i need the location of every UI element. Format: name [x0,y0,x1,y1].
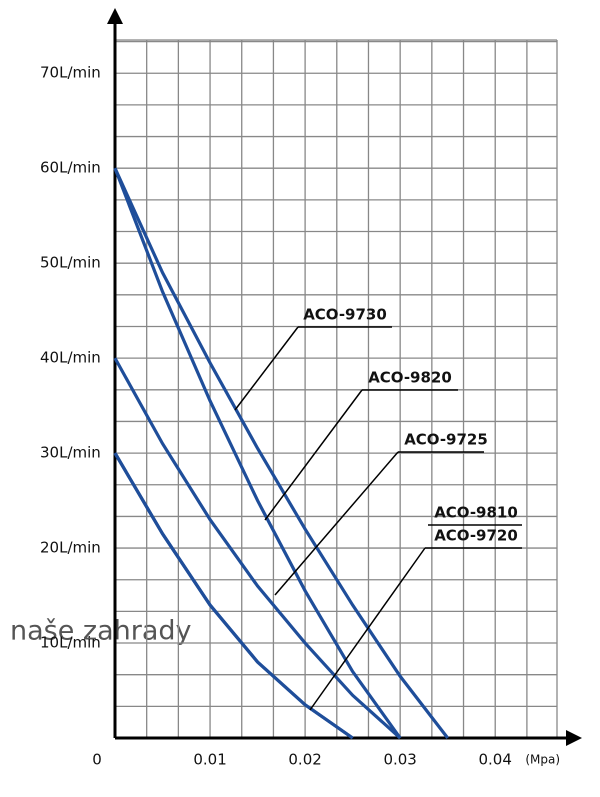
y-tick-label: 20L/min [40,539,101,557]
series-line [113,452,354,740]
series-line [113,167,402,739]
x-tick-label: 0.03 [383,751,416,769]
y-tick-label: 30L/min [40,444,101,462]
x-axis-label: (Mpa) [525,753,560,767]
series-label: ACO-9720 [434,527,518,545]
y-axis-arrow [107,8,123,24]
leader-line [234,326,299,411]
series-label: ACO-9810 [434,504,518,522]
y-tick-label: 60L/min [40,159,101,177]
y-tick-label: 40L/min [40,349,101,367]
x-tick-label: 0 [92,751,102,769]
y-tick-label: 10L/min [40,634,101,652]
leader-line [264,389,363,521]
y-tick-label: 70L/min [40,64,101,82]
series-label: ACO-9820 [368,369,452,387]
series-label: ACO-9730 [303,306,387,324]
x-axis-arrow [566,730,582,746]
x-tick-label: 0.02 [288,751,321,769]
watermark: naše zahrady [10,616,192,647]
y-tick-label: 50L/min [40,254,101,272]
leader-line [309,547,426,711]
series-line [113,167,449,739]
x-tick-label: 0.01 [193,751,226,769]
leader-line [274,451,399,596]
x-tick-label: 0.04 [479,751,512,769]
series-line [113,452,354,740]
series-line [113,357,402,740]
series-label: ACO-9725 [404,431,488,449]
